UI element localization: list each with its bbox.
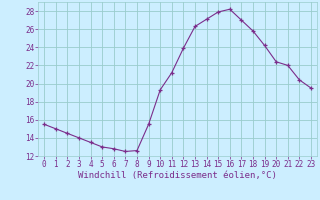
X-axis label: Windchill (Refroidissement éolien,°C): Windchill (Refroidissement éolien,°C) bbox=[78, 171, 277, 180]
